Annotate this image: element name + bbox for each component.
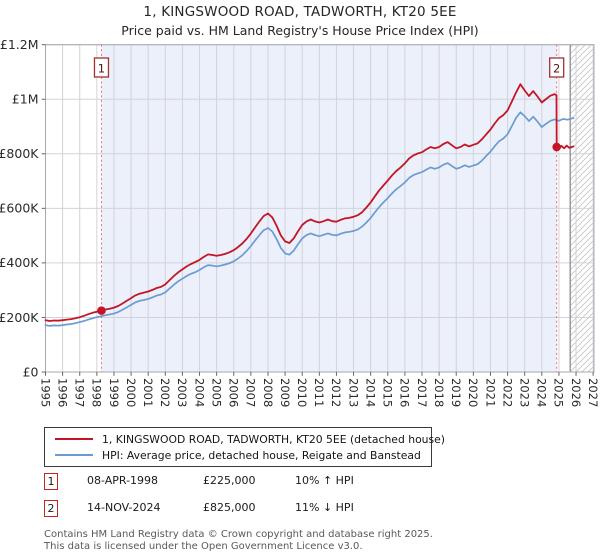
hpi-line-swatch: [55, 453, 93, 457]
x-tick-label: 2017: [415, 378, 429, 407]
sale-number: 2: [553, 62, 560, 76]
x-tick-label: 1998: [90, 378, 104, 407]
x-tick-label: 2023: [517, 378, 531, 407]
x-tick-label: 1999: [107, 378, 121, 407]
x-tick-label: 2005: [209, 378, 223, 407]
sale-1-hpi-delta: 10% ↑ HPI: [295, 474, 354, 487]
x-tick-label: 2006: [227, 378, 241, 407]
x-tick-label: 2019: [449, 378, 463, 407]
x-tick-label: 2001: [141, 378, 155, 407]
x-tick-label: 2013: [346, 378, 360, 407]
x-tick-label: 1997: [73, 378, 87, 407]
x-tick-label: 2022: [500, 378, 514, 407]
sale-2-badge: 2: [44, 500, 58, 517]
price-paid-line: [44, 83, 575, 322]
sale-number-box: [549, 57, 565, 78]
sale-2-date: 14-NOV-2024: [87, 501, 161, 514]
x-tick-label: 2008: [261, 378, 275, 407]
y-tick-label: £0: [23, 364, 39, 379]
x-tick-label: 2010: [295, 378, 309, 407]
axis-labels: £0 £200K £400K £600K £800K £1M £1.2M 1995 1996 19…: [0, 37, 600, 407]
price-line-swatch: [55, 437, 93, 441]
legend-row-hpi: HPI: Average price, detached house, Reig…: [45, 449, 431, 462]
hpi-line: [44, 111, 575, 327]
x-tick-label: 2011: [312, 378, 326, 407]
sale-1-price: £225,000: [203, 474, 256, 487]
legend: 1, KINGSWOOD ROAD, TADWORTH, KT20 5EE (d…: [44, 427, 445, 467]
sale-1-date: 08-APR-1998: [87, 474, 159, 487]
x-tick-label: 2027: [586, 378, 600, 407]
x-tick-label: 2024: [535, 378, 549, 407]
sale-2-hpi-delta: 11% ↓ HPI: [295, 501, 354, 514]
x-tick-label: 2007: [244, 378, 258, 407]
y-tick-label: £600K: [0, 201, 39, 216]
sale-annotation-2: 2 14-NOV-2024 £825,000 11% ↓ HPI: [44, 500, 584, 518]
legend-label-hpi: HPI: Average price, detached house, Reig…: [102, 448, 421, 462]
sale-point-marker: [552, 142, 561, 152]
sale-point-marker: [97, 306, 106, 315]
axis-ticks: [41, 44, 594, 376]
y-tick-label: £1.2M: [0, 37, 39, 52]
x-tick-label: 2018: [432, 378, 446, 407]
x-tick-label: 2000: [124, 378, 138, 407]
x-tick-label: 2009: [278, 378, 292, 407]
x-tick-label: 2016: [398, 378, 412, 407]
x-tick-label: 2021: [483, 378, 497, 407]
y-tick-label: £400K: [0, 255, 39, 270]
x-tick-label: 2020: [466, 378, 480, 407]
x-tick-label: 1995: [38, 378, 52, 407]
x-tick-label: 2025: [552, 378, 566, 407]
x-tick-label: 2026: [569, 378, 583, 407]
footer-line-1: Contains HM Land Registry data © Crown c…: [44, 529, 433, 540]
legend-row-price: 1, KINGSWOOD ROAD, TADWORTH, KT20 5EE (d…: [45, 433, 445, 446]
copyright-footer: Contains HM Land Registry data © Crown c…: [44, 529, 596, 552]
sale-annotation-1: 1 08-APR-1998 £225,000 10% ↑ HPI: [44, 473, 584, 491]
sale-2-price: £825,000: [203, 501, 256, 514]
x-tick-label: 2012: [329, 378, 343, 407]
x-tick-label: 1996: [55, 378, 69, 407]
sale-1-badge: 1: [44, 473, 58, 490]
x-tick-label: 2003: [175, 378, 189, 407]
y-tick-label: £800K: [0, 146, 39, 161]
legend-label-price: 1, KINGSWOOD ROAD, TADWORTH, KT20 5EE (d…: [102, 432, 446, 446]
x-tick-label: 2004: [192, 378, 206, 407]
chart-subtitle: Price paid vs. HM Land Registry's House …: [121, 23, 479, 38]
x-tick-label: 2014: [363, 378, 377, 407]
footer-line-2: This data is licensed under the Open Gov…: [44, 540, 363, 552]
y-tick-label: £200K: [0, 310, 39, 325]
x-tick-label: 2002: [158, 378, 172, 407]
y-tick-label: £1M: [12, 92, 39, 107]
x-tick-label: 2015: [381, 378, 395, 407]
sale-number: 1: [98, 62, 105, 76]
sale-number-box: [93, 57, 110, 78]
chart-title: 1, KINGSWOOD ROAD, TADWORTH, KT20 5EE: [143, 4, 457, 20]
price-history-chart: £0 £200K £400K £600K £800K £1M £1.2M 1995 1996 19…: [0, 37, 600, 407]
